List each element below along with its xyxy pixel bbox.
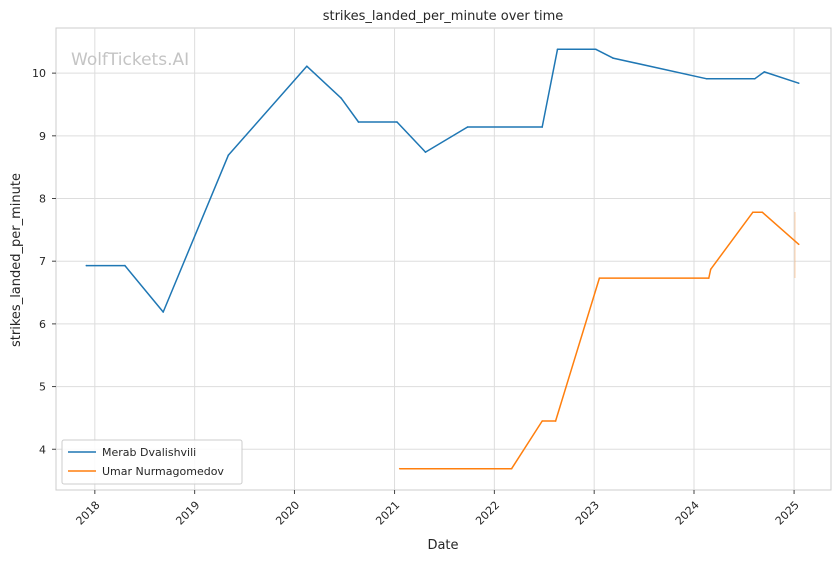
legend: Merab Dvalishvili Umar Nurmagomedov [61,439,243,485]
y-tick-label: 9 [39,130,46,143]
y-tick-label: 7 [39,255,46,268]
chart-title: strikes_landed_per_minute over time [323,9,564,24]
y-axis-label: strikes_landed_per_minute [9,173,24,347]
series-point-0 [340,97,343,100]
legend-label: Merab Dvalishvili [102,446,196,459]
x-tick-label: 2019 [173,499,202,528]
y-axis-ticks: 4 5 6 7 8 9 10 [32,67,56,456]
series-point-0 [85,264,88,267]
series-point-0 [753,77,756,80]
x-tick-label: 2018 [74,499,103,528]
series-point-0 [541,126,544,128]
x-axis-ticks: 2018 2019 2020 2021 2022 2023 2024 2025 [74,490,802,528]
series-point-1 [541,420,544,422]
x-tick-label: 2023 [573,499,602,528]
series-point-0 [162,311,164,313]
series-point-1 [510,467,513,470]
series-point-0 [227,154,230,157]
watermark: WolfTickets.AI [71,50,189,70]
series-point-0 [305,65,308,68]
x-tick-label: 2021 [373,499,402,528]
series-layer [85,48,800,470]
y-tick-label: 8 [39,193,46,206]
x-axis-label: Date [427,538,458,553]
series-point-0 [763,71,766,73]
series-point-0 [124,264,126,267]
series-point-0 [706,77,708,80]
series-line-1 [399,211,800,470]
series-point-0 [466,126,469,128]
series-point-0 [612,57,614,59]
y-tick-label: 6 [39,318,46,331]
series-point-1 [554,420,557,422]
series-point-0 [797,82,800,84]
x-tick-label: 2022 [473,499,502,528]
y-tick-label: 4 [39,443,46,456]
legend-label: Umar Nurmagomedov [102,465,224,478]
series-point-0 [595,48,597,51]
x-tick-label: 2020 [273,499,302,528]
series-point-1 [709,268,712,271]
series-point-0 [396,121,398,123]
series-line-0 [86,48,799,313]
grid-lines [56,28,831,490]
series-point-1 [598,277,601,279]
y-tick-label: 5 [39,381,46,394]
series-point-1 [398,467,401,470]
series-point-1 [751,211,754,214]
series-point-0 [357,121,360,123]
x-tick-label: 2024 [673,499,702,528]
series-point-0 [424,151,427,153]
legend-box [61,439,243,485]
plot-area [55,27,832,491]
series-point-1 [707,277,710,279]
y-tick-label: 10 [32,67,46,80]
x-tick-label: 2025 [773,499,802,528]
series-point-1 [797,243,800,246]
series-point-1 [761,211,764,214]
series-point-0 [556,48,559,51]
